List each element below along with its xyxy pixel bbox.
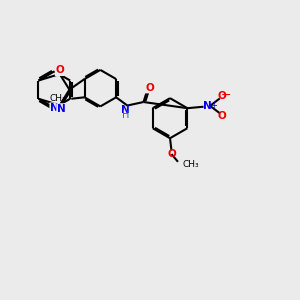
Text: CH₃: CH₃ [49,94,66,103]
Text: O: O [55,65,64,76]
Text: +: + [210,101,217,110]
Text: H: H [122,110,130,120]
Text: O: O [145,83,154,93]
Text: N: N [50,103,59,113]
Text: O: O [167,149,176,159]
Text: N: N [203,101,212,111]
Text: −: − [221,89,232,102]
Text: O: O [218,110,226,121]
Text: N: N [122,105,130,115]
Text: CH₃: CH₃ [182,160,199,169]
Text: N: N [57,104,65,114]
Text: O: O [218,91,226,101]
